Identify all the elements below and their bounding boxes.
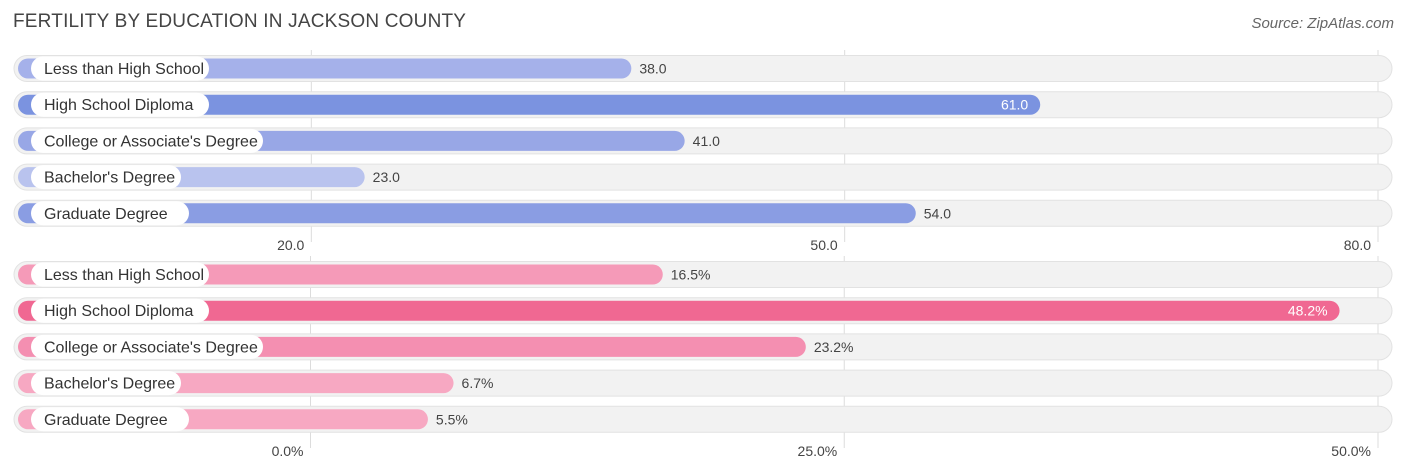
value-label: 61.0 bbox=[1001, 97, 1028, 113]
value-label: 6.7% bbox=[462, 375, 494, 391]
category-label-pill bbox=[31, 407, 189, 432]
category-label-pill bbox=[31, 165, 181, 190]
category-label: Graduate Degree bbox=[44, 206, 168, 223]
tick-label: 0.0% bbox=[272, 443, 304, 459]
category-label: Bachelor's Degree bbox=[44, 170, 175, 187]
category-label: Bachelor's Degree bbox=[44, 376, 175, 393]
category-label: High School Diploma bbox=[44, 303, 194, 320]
value-label: 38.0 bbox=[639, 61, 666, 77]
category-label-pill bbox=[31, 334, 263, 359]
chart-1: Less than High School 38.0 High School Dip… bbox=[13, 50, 1393, 253]
category-label: High School Diploma bbox=[44, 97, 194, 114]
category-label: Less than High School bbox=[44, 267, 204, 284]
bar-high-school-diploma bbox=[18, 94, 1041, 115]
value-label: 16.5% bbox=[671, 267, 711, 283]
category-label-pill bbox=[31, 371, 181, 396]
tick-label: 80.0 bbox=[1344, 237, 1371, 253]
value-label: 23.0 bbox=[373, 169, 400, 185]
source-credit: Source: ZipAtlas.com bbox=[1251, 15, 1394, 32]
bar-graduate-degree bbox=[18, 203, 916, 224]
tick-label: 25.0% bbox=[798, 443, 838, 459]
category-label: College or Associate's Degree bbox=[44, 133, 258, 150]
category-label-pill bbox=[31, 298, 209, 323]
value-label: 54.0 bbox=[924, 205, 951, 221]
category-label: College or Associate's Degree bbox=[44, 339, 258, 356]
category-label-pill bbox=[31, 201, 189, 226]
category-label: Less than High School bbox=[44, 61, 204, 78]
chart-2: Less than High School 16.5% High School Di… bbox=[13, 256, 1393, 459]
category-label-pill bbox=[31, 262, 209, 287]
category-label: Graduate Degree bbox=[44, 412, 168, 429]
value-label: 48.2% bbox=[1288, 303, 1328, 319]
value-label: 5.5% bbox=[436, 411, 468, 427]
category-label-pill bbox=[31, 92, 209, 117]
value-label: 23.2% bbox=[814, 339, 854, 355]
category-label-pill bbox=[31, 56, 209, 81]
tick-label: 50.0 bbox=[810, 237, 837, 253]
value-label: 41.0 bbox=[693, 133, 720, 149]
category-label-pill bbox=[31, 128, 263, 153]
tick-label: 50.0% bbox=[1331, 443, 1371, 459]
bar-high-school-diploma bbox=[18, 300, 1340, 321]
chart-title: FERTILITY BY EDUCATION IN JACKSON COUNTY bbox=[13, 11, 467, 32]
tick-label: 20.0 bbox=[277, 237, 304, 253]
